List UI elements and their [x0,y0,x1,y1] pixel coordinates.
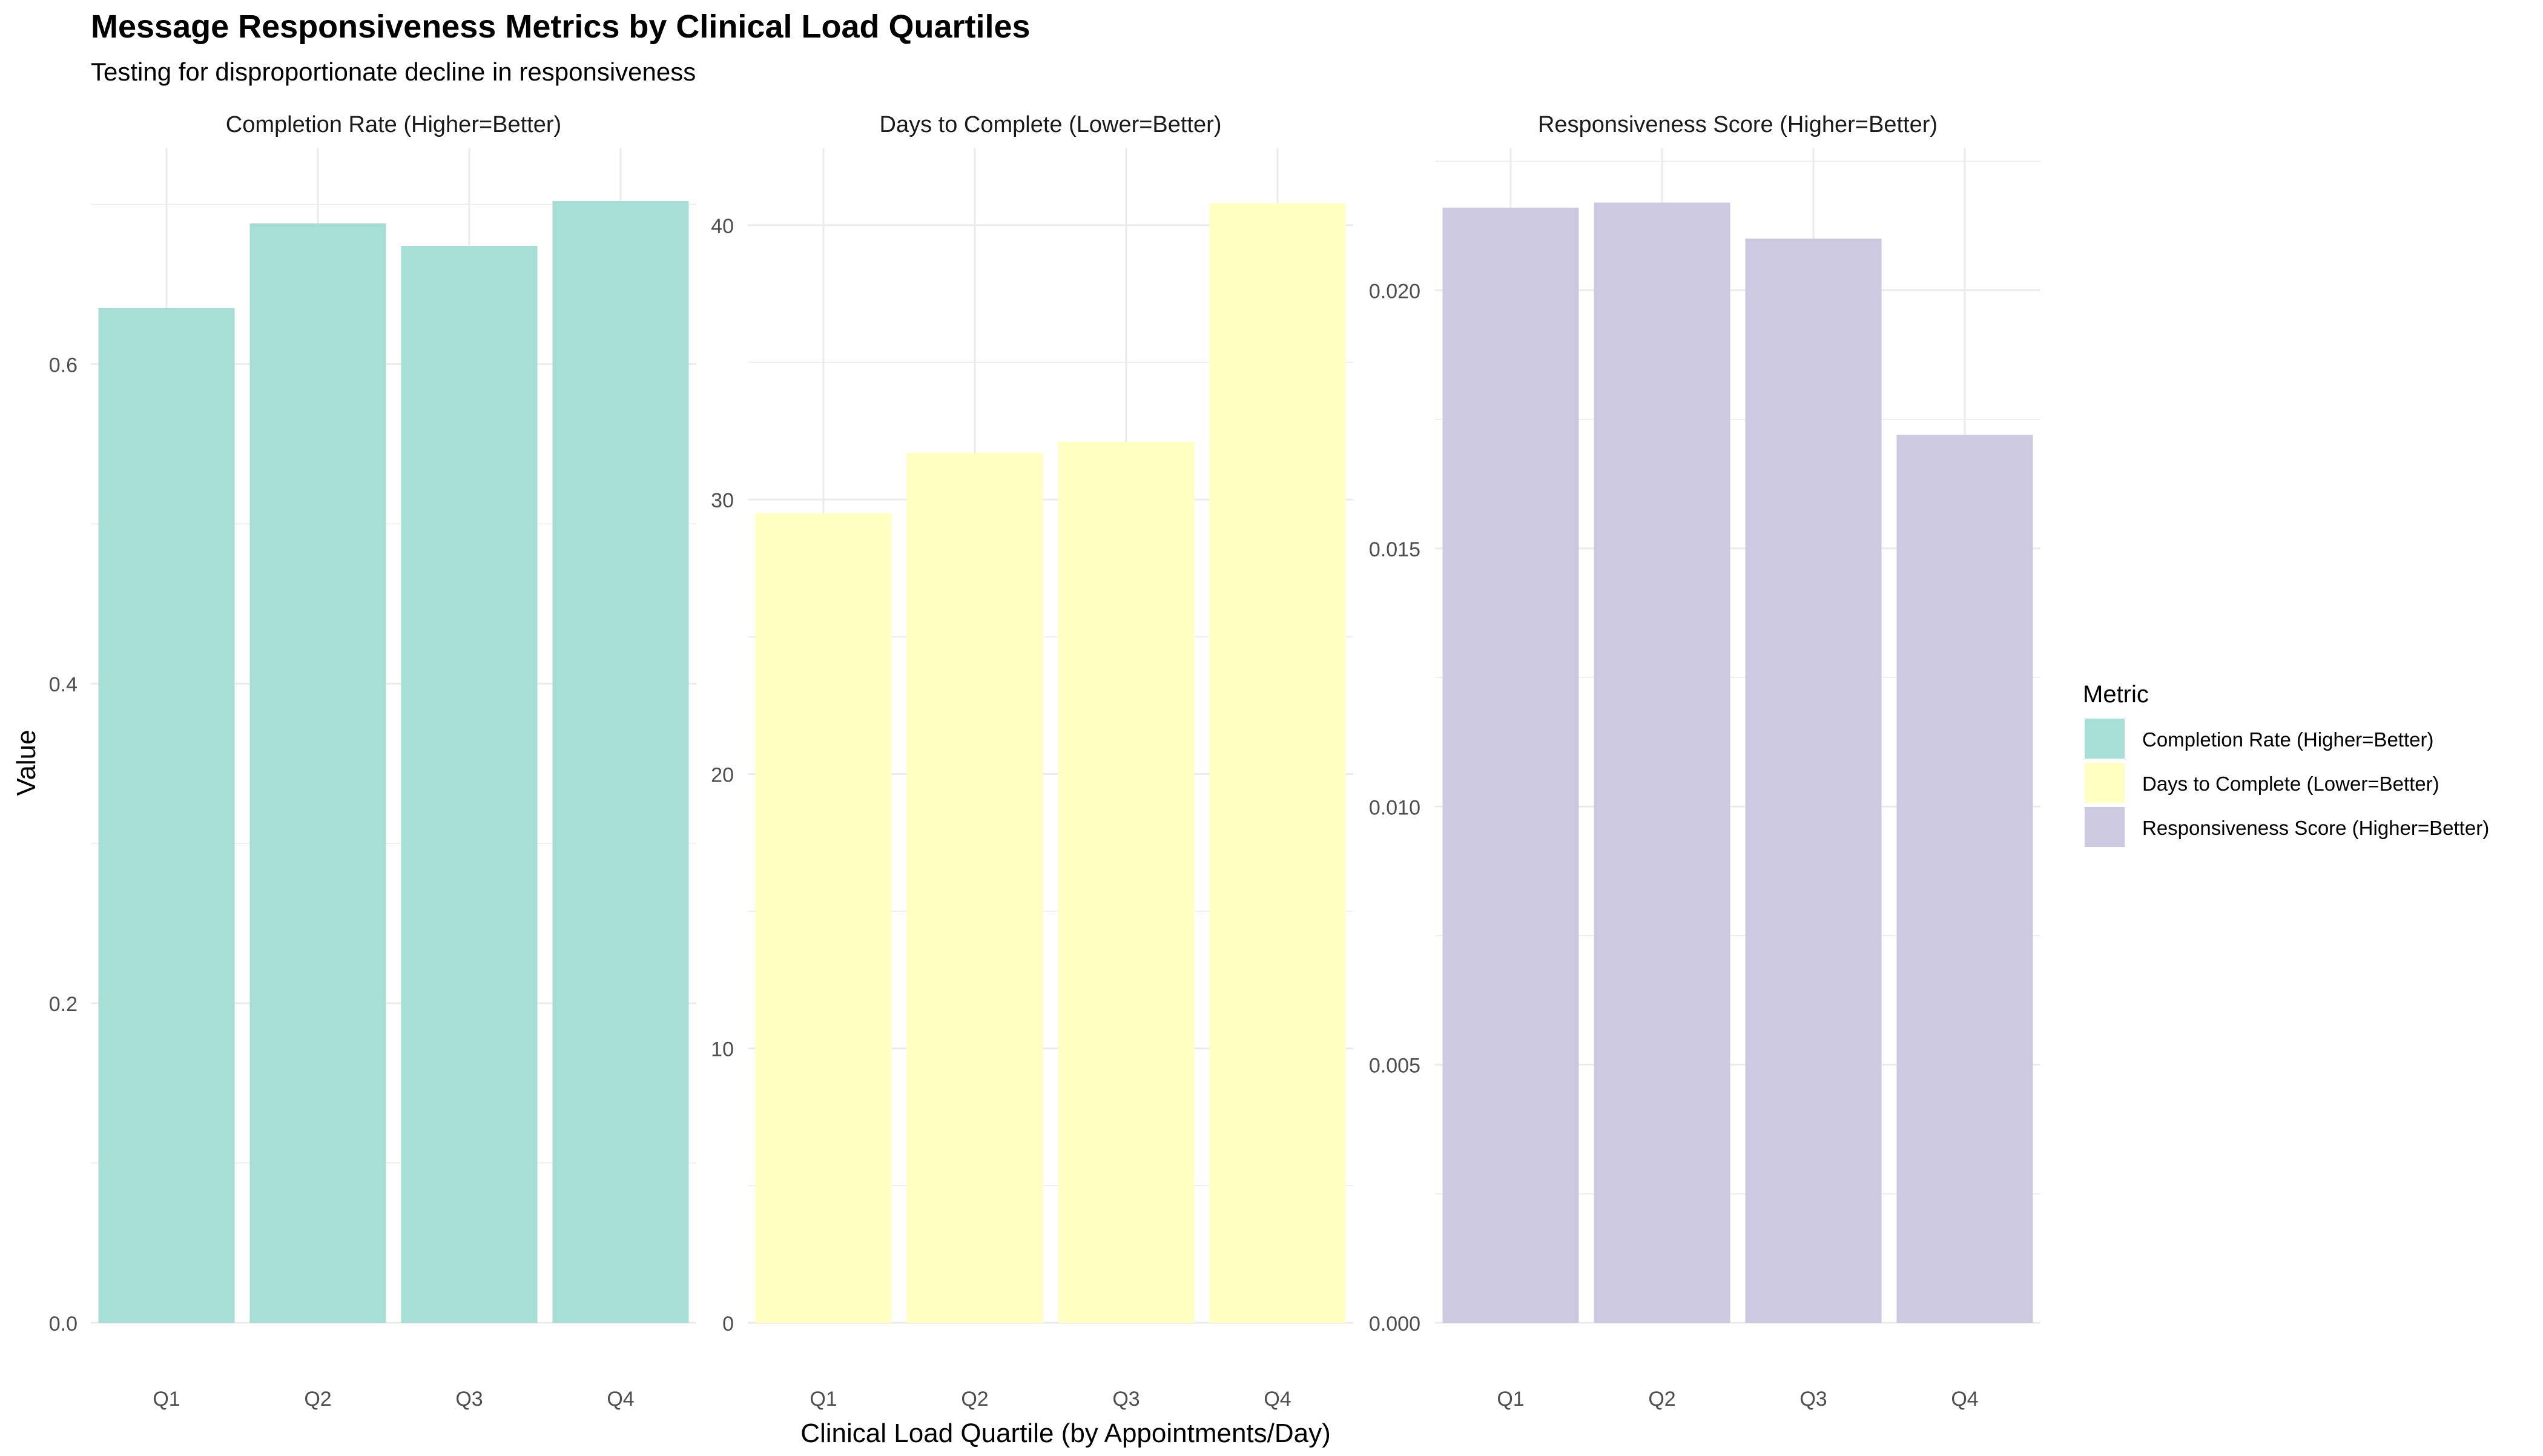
y-tick-label: 10 [711,1038,734,1061]
bar-q2 [1594,202,1730,1323]
bar-q1 [1442,208,1579,1323]
bar-q2 [249,223,386,1323]
y-tick-label: 20 [711,763,734,786]
bar-q4 [1209,203,1346,1323]
x-tick-label: Q2 [304,1388,331,1411]
x-tick-label: Q1 [153,1388,180,1411]
y-tick-label: 30 [711,489,734,512]
bar-q2 [906,453,1043,1323]
y-tick-label: 0 [722,1313,734,1336]
x-tick-label: Q2 [1648,1388,1675,1411]
y-axis-label: Value [12,730,41,796]
x-tick-label: Q4 [607,1388,634,1411]
y-tick-label: 0.6 [49,354,78,377]
legend-title: Metric [2083,681,2149,708]
panel-title: Days to Complete (Lower=Better) [880,112,1222,137]
panel-2: Days to Complete (Lower=Better) 0 10 20 30 40… [711,112,1353,1411]
y-tick-label: 40 [711,215,734,238]
legend-label: Completion Rate (Higher=Better) [2142,728,2433,751]
x-tick-label: Q1 [1497,1388,1524,1411]
bar-q3 [1058,442,1195,1323]
bar-q1 [755,513,892,1323]
bar-q1 [98,308,235,1323]
y-tick-label: 0.015 [1369,538,1420,561]
x-tick-label: Q4 [1951,1388,1978,1411]
legend-swatch [2085,719,2125,759]
panel-title: Completion Rate (Higher=Better) [226,112,561,137]
x-tick-label: Q3 [455,1388,483,1411]
bar-q4 [552,201,689,1323]
y-tick-label: 0.0 [49,1313,78,1336]
y-tick-label: 0.4 [49,673,78,696]
panels: Completion Rate (Higher=Better) 0.0 0.2 0.4… [49,112,2040,1411]
panel-title: Responsiveness Score (Higher=Better) [1538,112,1938,137]
chart-title: Message Responsiveness Metrics by Clinic… [91,8,1031,45]
x-tick-label: Q2 [961,1388,988,1411]
bar-q3 [1745,239,1882,1323]
bar-q4 [1896,435,2033,1323]
panel-1: Completion Rate (Higher=Better) 0.0 0.2 0.4… [49,112,696,1411]
bar-q3 [401,246,538,1323]
legend-label: Responsiveness Score (Higher=Better) [2142,817,2489,839]
x-tick-label: Q1 [810,1388,837,1411]
y-tick-label: 0.010 [1369,796,1420,819]
legend-swatch [2085,807,2125,847]
x-axis-label: Clinical Load Quartile (by Appointments/… [800,1418,1331,1448]
x-tick-label: Q3 [1112,1388,1140,1411]
y-tick-label: 0.000 [1369,1313,1420,1336]
legend-swatch [2085,763,2125,803]
x-tick-label: Q3 [1799,1388,1827,1411]
panel-3: Responsiveness Score (Higher=Better) 0.00… [1369,112,2040,1411]
legend-label: Days to Complete (Lower=Better) [2142,772,2439,795]
x-tick-label: Q4 [1264,1388,1291,1411]
y-tick-label: 0.2 [49,993,78,1016]
y-tick-label: 0.020 [1369,280,1420,303]
y-tick-label: 0.005 [1369,1055,1420,1078]
legend: Metric Completion Rate (Higher=Better) Da… [2083,681,2489,847]
chart-subtitle: Testing for disproportionate decline in … [91,58,696,86]
